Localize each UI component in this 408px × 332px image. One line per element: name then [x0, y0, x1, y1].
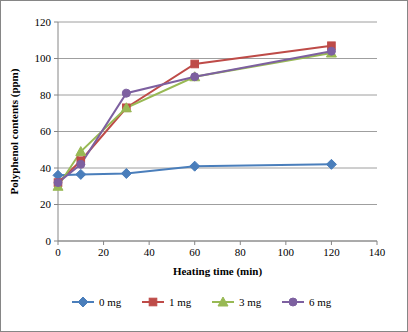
data-point — [54, 179, 62, 187]
x-axis-title: Heating time (min) — [173, 265, 263, 278]
legend-marker — [289, 298, 297, 306]
y-tick-label: 100 — [35, 52, 52, 64]
data-point — [191, 60, 199, 68]
x-axis — [58, 241, 377, 242]
grid-line — [58, 204, 377, 205]
chart-frame — [1, 1, 408, 332]
x-tick-label: 120 — [323, 246, 340, 258]
y-axis — [58, 22, 59, 241]
y-tick — [54, 58, 58, 59]
plot-area — [53, 42, 336, 190]
grid-line — [58, 58, 377, 59]
data-point — [327, 47, 335, 55]
legend-label: 3 mg — [239, 296, 262, 308]
x-tick-label: 60 — [189, 246, 201, 258]
legend-label: 6 mg — [309, 296, 332, 308]
y-tick — [54, 204, 58, 205]
series-line — [58, 46, 331, 183]
data-point — [190, 72, 200, 81]
x-tick-label: 80 — [235, 246, 247, 258]
y-tick — [54, 22, 58, 23]
data-point — [326, 159, 336, 169]
y-tick — [54, 168, 58, 169]
series-line — [58, 51, 331, 182]
data-point — [190, 161, 200, 171]
legend: 0 mg 1 mg 3 mg 6 mg — [72, 296, 332, 308]
y-tick — [54, 241, 58, 242]
x-tick — [194, 241, 195, 245]
data-point — [326, 48, 336, 57]
data-point — [122, 89, 130, 97]
x-tick-label: 100 — [278, 246, 295, 258]
y-tick-label: 40 — [40, 162, 52, 174]
legend-marker — [218, 297, 228, 306]
x-tick — [149, 241, 150, 245]
x-tick — [331, 241, 332, 245]
legend-label: 1 mg — [169, 296, 192, 308]
data-point — [121, 168, 131, 178]
x-tick-label: 140 — [369, 246, 386, 258]
y-tick-label: 20 — [40, 198, 52, 210]
data-point — [77, 160, 85, 168]
y-tick-label: 0 — [46, 235, 52, 247]
y-tick-label: 120 — [35, 16, 52, 28]
y-tick — [54, 131, 58, 132]
chart: 0 20 40 60 80 100 120 0 20 40 60 80 100 120 140 Heating… — [0, 0, 408, 332]
legend-marker — [149, 298, 157, 306]
x-tick-label: 40 — [144, 246, 156, 258]
grid-line — [58, 241, 377, 242]
x-tick — [240, 241, 241, 245]
data-point — [54, 179, 62, 187]
data-point — [121, 103, 131, 112]
legend-marker — [78, 297, 88, 307]
y-tick — [54, 95, 58, 96]
y-tick-label: 80 — [40, 89, 52, 101]
data-point — [76, 147, 86, 156]
legend-label: 0 mg — [99, 296, 122, 308]
grid-line — [58, 95, 377, 96]
data-point — [191, 73, 199, 81]
x-tick-label: 0 — [55, 246, 61, 258]
y-tick-label: 60 — [40, 125, 52, 137]
series-line — [58, 53, 331, 186]
data-point — [76, 169, 86, 179]
x-tick — [58, 241, 59, 245]
x-tick-label: 20 — [98, 246, 110, 258]
x-tick — [377, 241, 378, 245]
grid-line — [58, 22, 377, 23]
x-tick — [285, 241, 286, 245]
x-tick — [103, 241, 104, 245]
y-axis-title: Polyphenol contents (ppm) — [8, 68, 21, 194]
